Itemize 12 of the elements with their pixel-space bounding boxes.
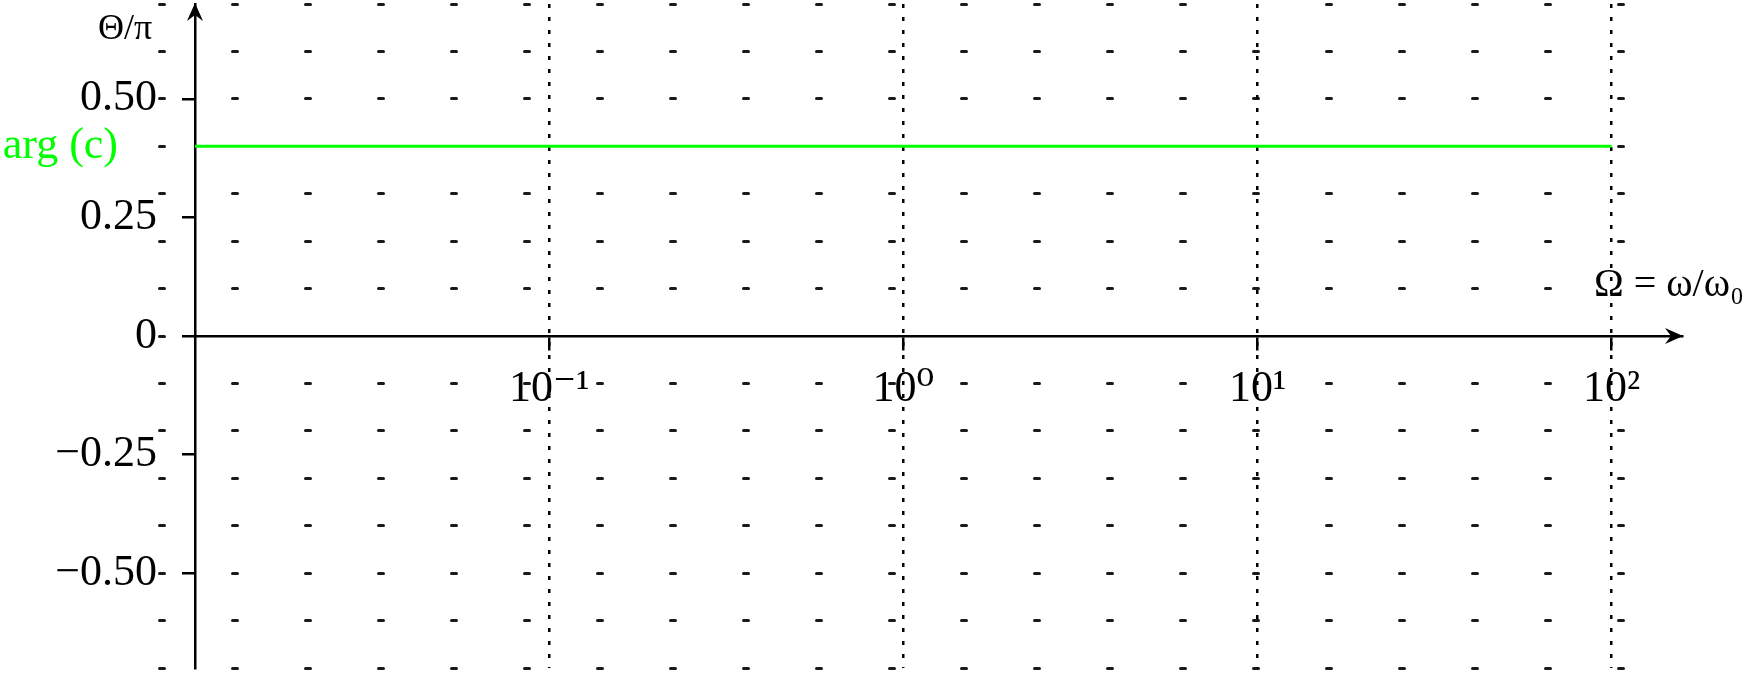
x-axis-title: Ω = ω/ω₀: [1594, 260, 1744, 305]
series-label: arg (c): [2, 118, 118, 168]
y-tick-label: −0.50: [55, 545, 157, 595]
y-axis-title: Θ/π: [97, 7, 153, 48]
x-tick-label: 10⁰: [872, 361, 935, 411]
x-tick-label: 10²: [1583, 361, 1641, 411]
x-tick-label: 10⁻¹: [508, 361, 590, 411]
y-tick-label: 0.50: [80, 71, 157, 121]
x-tick-label: 10¹: [1228, 361, 1287, 411]
y-tick-label: 0.25: [80, 189, 157, 239]
y-tick-label: 0: [135, 308, 157, 358]
y-tick-label: −0.25: [55, 427, 157, 477]
